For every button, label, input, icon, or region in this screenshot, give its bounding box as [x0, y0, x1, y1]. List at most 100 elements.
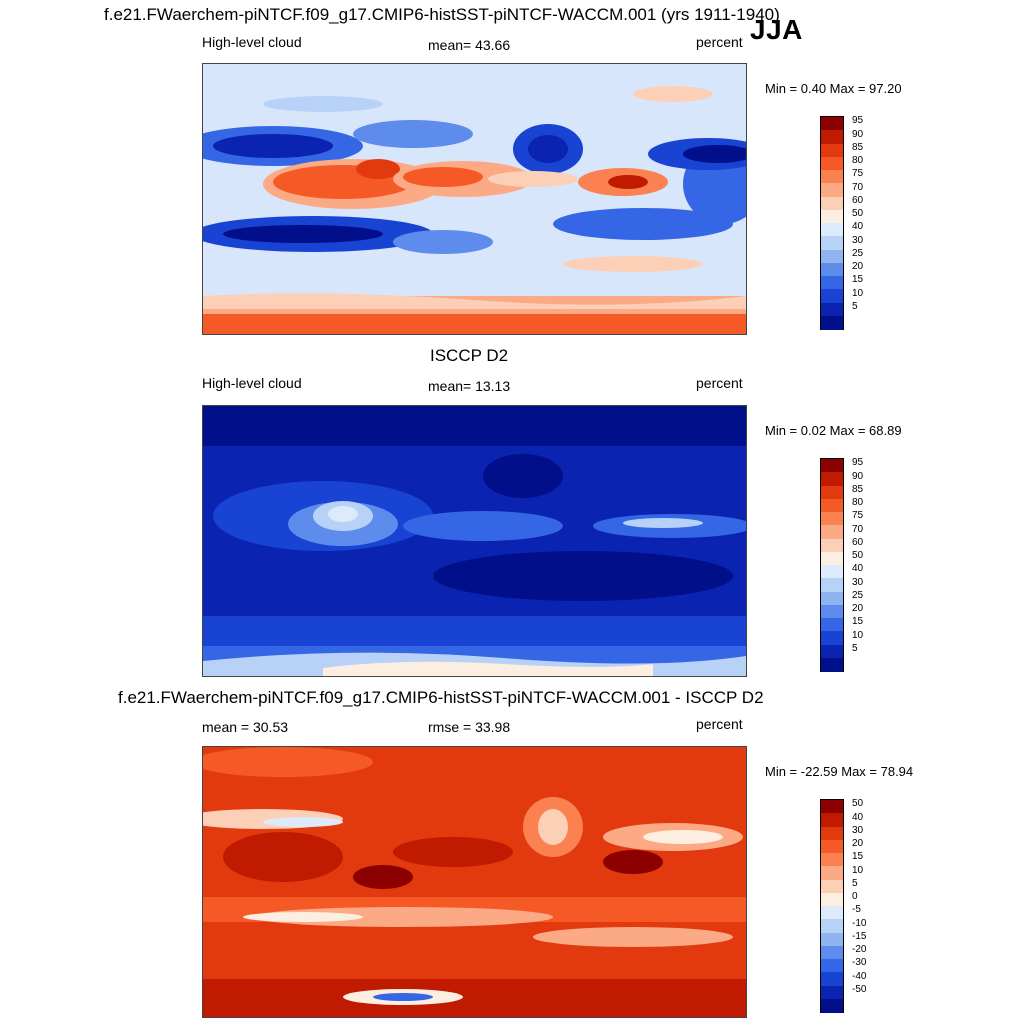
colorbar-tick-label: 10 — [852, 629, 864, 641]
colorbar-segment — [821, 932, 843, 947]
colorbar-segment — [821, 919, 843, 933]
colorbar-segment — [821, 276, 843, 290]
colorbar-tick-label: -20 — [852, 944, 867, 955]
panel-diff-map — [202, 746, 747, 1018]
panel-model-variable-label: High-level cloud — [202, 34, 302, 50]
colorbar-segment — [821, 209, 843, 224]
colorbar-tick-label: 80 — [852, 497, 864, 508]
colorbar-segment — [821, 236, 843, 250]
panel-model-colorbar — [820, 116, 844, 330]
panel-diff-mean-label: mean = 30.53 — [202, 719, 289, 735]
colorbar-tick-label: 10 — [852, 287, 864, 299]
panel-diff-title: f.e21.FWaerchem-piNTCF.f09_g17.CMIP6-his… — [118, 688, 764, 707]
colorbar-tick-label: 85 — [852, 483, 864, 495]
colorbar-segment — [821, 813, 843, 827]
colorbar-segment — [821, 959, 843, 973]
colorbar-segment — [821, 315, 843, 330]
colorbar-tick-label: 90 — [852, 128, 864, 140]
colorbar-tick-label: 50 — [852, 798, 864, 810]
colorbar-tick-label: 70 — [852, 181, 864, 193]
colorbar-segment — [821, 117, 843, 131]
panel-model-map — [202, 63, 747, 335]
colorbar-segment — [821, 130, 843, 144]
colorbar-tick-label: 10 — [852, 864, 864, 876]
panel-obs-map — [202, 405, 747, 677]
colorbar-tick-label: 5 — [852, 300, 858, 312]
colorbar-segment — [821, 223, 843, 237]
colorbar-tick-label: 5 — [852, 642, 858, 654]
colorbar-tick-label: 95 — [852, 457, 864, 469]
colorbar-tick-label: 80 — [852, 155, 864, 166]
colorbar-segment — [821, 289, 843, 303]
colorbar-segment — [821, 879, 843, 894]
colorbar-segment — [821, 551, 843, 566]
panel-model-units-label: percent — [696, 34, 743, 50]
colorbar-tick-label: -30 — [852, 957, 867, 969]
panel-obs-colorbar-ticks: 95 90 85 80 75 70 60 50 40 30 25 20 15 10 5 — [852, 458, 872, 670]
colorbar-tick-label: -50 — [852, 983, 867, 995]
colorbar-segment — [821, 906, 843, 920]
colorbar-tick-label: 40 — [852, 811, 864, 823]
colorbar-tick-label: 50 — [852, 208, 864, 219]
panel-obs-mean-label: mean= 13.13 — [428, 378, 511, 394]
colorbar-tick-label: 20 — [852, 838, 864, 849]
colorbar-tick-label: 30 — [852, 234, 864, 246]
colorbar-segment — [821, 998, 843, 1013]
colorbar-segment — [821, 196, 843, 211]
panel-model-colorbar-ticks: 95 90 85 80 75 70 60 50 40 30 25 20 15 10 5 — [852, 116, 872, 328]
colorbar-segment — [821, 262, 843, 277]
colorbar-segment — [821, 985, 843, 1000]
colorbar-tick-label: 25 — [852, 247, 864, 259]
colorbar-segment — [821, 249, 843, 264]
colorbar-segment — [821, 618, 843, 632]
colorbar-tick-label: 30 — [852, 824, 864, 836]
panel-diff-colorbar-ticks: 50 40 30 20 15 10 5 0 -5 -10 -15 -20 -30 -40 -50 — [852, 799, 872, 1011]
colorbar-segment — [821, 591, 843, 606]
colorbar-segment — [821, 866, 843, 880]
panel-obs-minmax-label: Min = 0.02 Max = 68.89 — [765, 423, 902, 438]
colorbar-segment — [821, 657, 843, 672]
colorbar-segment — [821, 512, 843, 526]
colorbar-segment — [821, 565, 843, 579]
colorbar-segment — [821, 800, 843, 814]
colorbar-segment — [821, 183, 843, 197]
panel-model-field — [203, 64, 746, 334]
colorbar-segment — [821, 302, 843, 317]
colorbar-segment — [821, 853, 843, 867]
panel-obs-variable-label: High-level cloud — [202, 375, 302, 391]
colorbar-tick-label: 75 — [852, 168, 864, 180]
colorbar-tick-label: 60 — [852, 194, 864, 206]
panel-model-mean-label: mean= 43.66 — [428, 37, 511, 53]
colorbar-segment — [821, 538, 843, 553]
panel-diff-rmse-label: rmse = 33.98 — [428, 719, 511, 735]
colorbar-tick-label: -15 — [852, 930, 867, 942]
colorbar-segment — [821, 459, 843, 473]
colorbar-segment — [821, 826, 843, 841]
colorbar-segment — [821, 578, 843, 592]
colorbar-tick-label: 30 — [852, 576, 864, 588]
colorbar-tick-label: 20 — [852, 603, 864, 614]
panel-diff-units-label: percent — [696, 716, 743, 732]
colorbar-tick-label: 60 — [852, 536, 864, 548]
colorbar-tick-label: 50 — [852, 550, 864, 561]
colorbar-tick-label: 5 — [852, 877, 858, 889]
colorbar-segment — [821, 892, 843, 907]
panel-model-minmax-label: Min = 0.40 Max = 97.20 — [765, 81, 902, 96]
colorbar-segment — [821, 498, 843, 513]
colorbar-segment — [821, 839, 843, 854]
colorbar-tick-label: -40 — [852, 970, 867, 982]
panel-obs-title: ISCCP D2 — [430, 346, 509, 365]
colorbar-tick-label: 15 — [852, 616, 864, 628]
colorbar-tick-label: 15 — [852, 274, 864, 286]
colorbar-tick-label: 85 — [852, 141, 864, 153]
colorbar-tick-label: -10 — [852, 917, 867, 929]
colorbar-tick-label: 95 — [852, 115, 864, 127]
colorbar-tick-label: 40 — [852, 563, 864, 575]
panel-diff-minmax-label: Min = -22.59 Max = 78.94 — [765, 764, 914, 779]
colorbar-segment — [821, 170, 843, 184]
panel-obs-units-label: percent — [696, 375, 743, 391]
colorbar-segment — [821, 156, 843, 171]
main-title: f.e21.FWaerchem-piNTCF.f09_g17.CMIP6-his… — [104, 5, 780, 24]
colorbar-tick-label: 70 — [852, 523, 864, 535]
colorbar-tick-label: 75 — [852, 510, 864, 522]
